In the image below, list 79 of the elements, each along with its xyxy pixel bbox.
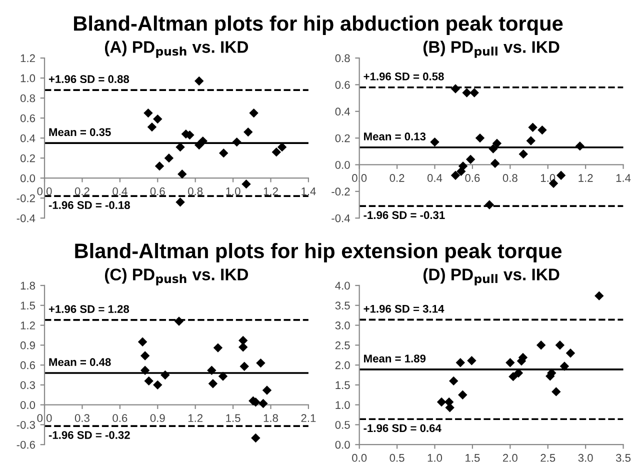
y-tick-label: 0.4 — [20, 134, 36, 142]
x-tick-label: 1.0 — [428, 454, 442, 462]
y-tick-label: -0.6 — [16, 440, 36, 449]
x-tick-label: 1.5 — [466, 454, 480, 462]
x-tick-label: 0.3 — [74, 414, 90, 422]
y-tick-label: 0.8 — [20, 94, 36, 102]
x-tick-label: 0.5 — [390, 454, 404, 462]
x-tick-label: 0.4 — [112, 187, 128, 196]
x-tick-label: 0.0 — [352, 454, 367, 462]
y-tick-label: 3.0 — [335, 322, 350, 330]
y-tick-label: 2.5 — [335, 341, 350, 350]
ref-line-label: -1.96 SD = -0.31 — [364, 211, 445, 220]
y-tick-label: 1.0 — [20, 74, 36, 82]
x-tick-label: 0.6 — [112, 414, 128, 422]
ref-line-label: Mean = 0.48 — [49, 358, 111, 366]
ref-line-label: +1.96 SD = 1.28 — [48, 305, 130, 313]
ref-line-label: -1.96 SD = -0.18 — [48, 201, 130, 210]
y-tick-label: 0.0 — [335, 440, 350, 449]
text: Bland-Altman plots for hip abduction peak torque — [74, 16, 563, 35]
ref-line-label: Mean = 1.89 — [364, 354, 426, 362]
x-tick-label: 1.2 — [188, 414, 203, 422]
x-tick-label: 2.0 — [503, 454, 518, 462]
ref-line-label: +1.96 SD = 0.88 — [48, 75, 130, 84]
y-tick-label: 0.3 — [20, 381, 36, 390]
ref-line-label: +1.96 SD = 0.58 — [364, 72, 444, 80]
ref-line-label: -1.96 SD = -0.32 — [48, 431, 130, 439]
chart-title: (A) PD$_{push}$ vs. IKD — [104, 40, 248, 58]
x-tick-label: 1.4 — [616, 174, 631, 182]
x-tick-label: 1.2 — [264, 187, 278, 196]
x-tick-label: 1.4 — [302, 188, 316, 196]
ref-line-label: -1.96 SD = 0.64 — [364, 424, 442, 432]
chart-title: (D) PD$_{pull}$ vs. IKD — [423, 268, 560, 286]
x-tick-label: 3.0 — [578, 454, 593, 462]
x-tick-label: 1.5 — [226, 414, 240, 422]
y-tick-label: 1.5 — [20, 302, 36, 310]
ref-line-label: +1.96 SD = 3.14 — [364, 304, 444, 313]
x-tick-label: 1.2 — [578, 174, 593, 182]
y-tick-label: -0.2 — [16, 194, 35, 202]
y-tick-label: 3.5 — [335, 302, 350, 310]
x-tick-label: 0.2 — [390, 174, 404, 182]
y-tick-label: 0.6 — [20, 361, 36, 370]
x-tick-label: 1.8 — [264, 414, 278, 422]
text: Bland-Altman plots for hip extension peak torque — [75, 243, 562, 262]
y-tick-label: 0.9 — [20, 341, 35, 350]
x-tick-label: 0.4 — [427, 174, 442, 182]
x-tick-label: 2.5 — [540, 454, 556, 462]
chart-title: (C) PD$_{push}$ vs. IKD — [104, 268, 248, 286]
y-tick-label: 0.5 — [335, 420, 350, 429]
y-tick-label: 1.8 — [20, 282, 36, 290]
x-tick-label: 0.2 — [74, 187, 90, 196]
y-tick-label: 1.0 — [336, 401, 350, 409]
ref-line-label: Mean = 0.13 — [364, 132, 426, 140]
y-tick-label: -0.2 — [332, 188, 350, 196]
chart-title: (B) PD$_{pull}$ vs. IKD — [423, 40, 560, 58]
y-tick-label: -0.3 — [16, 420, 36, 429]
y-tick-label: 0.0 — [335, 161, 350, 169]
x-tick-label: 0.8 — [502, 174, 518, 182]
y-tick-label: 0.0 — [20, 401, 36, 409]
y-tick-label: -0.4 — [16, 214, 36, 222]
y-tick-label: 2.0 — [335, 361, 350, 370]
y-tick-label: 0.4 — [335, 108, 350, 116]
y-tick-label: 0.2 — [20, 154, 35, 162]
y-tick-label: 0.8 — [335, 54, 350, 62]
x-tick-label: 0.6 — [150, 187, 165, 196]
y-tick-label: -0.4 — [332, 214, 350, 222]
x-tick-label: 3.5 — [616, 454, 631, 462]
x-tick-label: 0.9 — [150, 414, 165, 422]
x-tick-label: 2.1 — [301, 414, 316, 422]
y-tick-label: 0.2 — [335, 134, 350, 142]
y-tick-label: 0.6 — [335, 80, 350, 89]
y-tick-label: 0.6 — [20, 114, 36, 122]
x-tick-label: 1.0 — [226, 187, 240, 196]
y-tick-label: 1.5 — [336, 381, 350, 390]
x-tick-label: 0.6 — [465, 174, 480, 182]
ref-line-label: Mean = 0.35 — [49, 128, 111, 136]
x-tick-label: 0.8 — [188, 187, 203, 196]
y-tick-label: 1.2 — [20, 322, 35, 330]
y-tick-label: 4.0 — [335, 282, 350, 290]
y-tick-label: 1.2 — [20, 54, 35, 62]
